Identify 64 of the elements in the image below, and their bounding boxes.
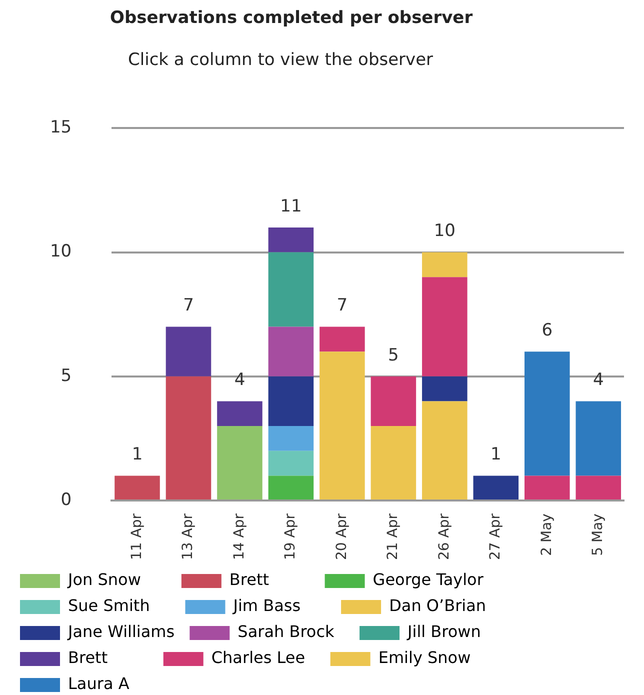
chart-title: Observations completed per observer (109, 7, 474, 30)
bar (320, 326, 365, 352)
legend-label: Jim Bass (232, 596, 332, 616)
bar (473, 476, 519, 500)
x-tick-label: 13 Apr (180, 513, 196, 560)
y-tick-label: 10 (50, 242, 72, 262)
x-tick-label: 14 Apr (231, 513, 248, 560)
total-label: 5 (388, 345, 399, 366)
y-tick-label: 5 (60, 366, 72, 386)
legend-label: Brett (68, 648, 154, 668)
legend-label: George Taylor (372, 570, 489, 590)
bar (166, 376, 212, 500)
legend-label: Sarah Brock (238, 622, 350, 642)
total-label: 1 (132, 444, 143, 465)
total-label: 1 (490, 444, 502, 465)
legend-label: Jane Williams (67, 622, 180, 642)
total-label: 7 (336, 296, 348, 316)
bar (268, 326, 314, 376)
bar (114, 476, 160, 500)
bar (422, 401, 468, 500)
x-tick-label: 11 Apr (128, 513, 145, 560)
total-label: 6 (542, 320, 553, 341)
bar (268, 426, 314, 451)
legend-label: Charles Lee (211, 648, 320, 668)
legend-label: Brett (229, 570, 315, 590)
total-label: 11 (280, 196, 302, 216)
x-tick-label: 2 May (538, 514, 555, 556)
chart-subtitle: Click a column to view the observer (127, 49, 434, 72)
total-label: 7 (183, 296, 194, 316)
x-tick-label: 21 Apr (385, 513, 402, 560)
legend-label: Jon Snow (67, 570, 172, 590)
bar (320, 352, 365, 500)
bar (166, 326, 212, 376)
x-tick-label: 20 Apr (334, 513, 350, 560)
x-tick-label: 19 Apr (282, 513, 299, 560)
bar (422, 252, 468, 278)
x-tick-label: 26 Apr (436, 513, 452, 560)
legend-label: Jill Brown (406, 622, 502, 642)
legend-label: Sue Smith (68, 596, 176, 616)
legend-label: Emily Snow (378, 648, 492, 668)
y-tick-label: 0 (60, 490, 72, 510)
bar (268, 227, 314, 252)
legend-label: Dan O’Brian (389, 596, 502, 616)
bar (217, 426, 262, 500)
bar (524, 352, 570, 476)
y-tick-label: 15 (50, 118, 72, 138)
bar (422, 376, 468, 402)
bar (576, 476, 622, 500)
bar (576, 401, 622, 476)
total-label: 10 (434, 221, 456, 242)
x-tick-label: 5 May (590, 514, 606, 556)
bar (524, 476, 570, 500)
bar (370, 426, 416, 500)
x-tick-label: 27 Apr (488, 513, 504, 560)
bar (268, 450, 314, 476)
bar (268, 476, 314, 500)
bar (217, 401, 262, 426)
bar (422, 277, 468, 376)
bar (268, 376, 314, 426)
total-label: 4 (592, 370, 604, 390)
bar (268, 252, 314, 327)
legend-label: Laura A (68, 674, 165, 694)
total-label: 4 (234, 370, 246, 390)
bar (370, 376, 416, 426)
